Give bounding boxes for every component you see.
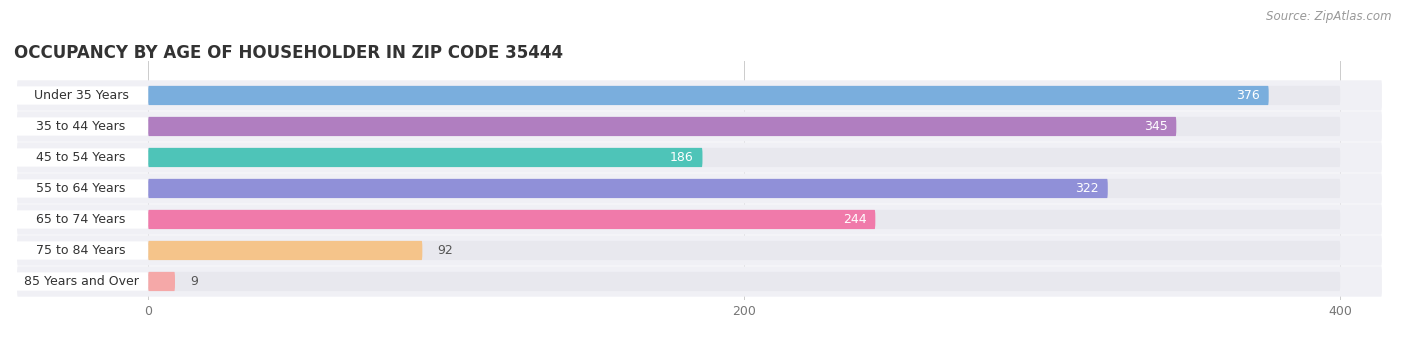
- FancyBboxPatch shape: [148, 210, 876, 229]
- FancyBboxPatch shape: [148, 179, 1340, 198]
- FancyBboxPatch shape: [14, 179, 148, 198]
- FancyBboxPatch shape: [17, 235, 1382, 266]
- Text: 85 Years and Over: 85 Years and Over: [24, 275, 139, 288]
- FancyBboxPatch shape: [148, 241, 422, 260]
- FancyBboxPatch shape: [17, 266, 1382, 297]
- Text: 322: 322: [1076, 182, 1099, 195]
- Text: 244: 244: [842, 213, 866, 226]
- FancyBboxPatch shape: [148, 272, 174, 291]
- FancyBboxPatch shape: [148, 148, 703, 167]
- Text: 186: 186: [669, 151, 693, 164]
- Text: Under 35 Years: Under 35 Years: [34, 89, 128, 102]
- FancyBboxPatch shape: [17, 173, 1382, 204]
- Text: Source: ZipAtlas.com: Source: ZipAtlas.com: [1267, 10, 1392, 23]
- Text: 55 to 64 Years: 55 to 64 Years: [37, 182, 125, 195]
- FancyBboxPatch shape: [14, 241, 148, 260]
- Text: 92: 92: [437, 244, 453, 257]
- Text: 9: 9: [190, 275, 198, 288]
- FancyBboxPatch shape: [148, 86, 1268, 105]
- FancyBboxPatch shape: [148, 148, 1340, 167]
- FancyBboxPatch shape: [17, 204, 1382, 235]
- FancyBboxPatch shape: [148, 86, 1340, 105]
- Text: 345: 345: [1143, 120, 1167, 133]
- FancyBboxPatch shape: [17, 80, 1382, 111]
- Text: 376: 376: [1236, 89, 1260, 102]
- FancyBboxPatch shape: [14, 117, 148, 136]
- Text: 75 to 84 Years: 75 to 84 Years: [37, 244, 127, 257]
- FancyBboxPatch shape: [148, 210, 1340, 229]
- Text: OCCUPANCY BY AGE OF HOUSEHOLDER IN ZIP CODE 35444: OCCUPANCY BY AGE OF HOUSEHOLDER IN ZIP C…: [14, 44, 564, 62]
- FancyBboxPatch shape: [148, 272, 1340, 291]
- FancyBboxPatch shape: [17, 111, 1382, 142]
- FancyBboxPatch shape: [148, 179, 1108, 198]
- FancyBboxPatch shape: [14, 148, 148, 167]
- FancyBboxPatch shape: [148, 117, 1340, 136]
- Text: 35 to 44 Years: 35 to 44 Years: [37, 120, 125, 133]
- FancyBboxPatch shape: [148, 241, 1340, 260]
- FancyBboxPatch shape: [17, 142, 1382, 173]
- FancyBboxPatch shape: [14, 210, 148, 228]
- Text: 45 to 54 Years: 45 to 54 Years: [37, 151, 125, 164]
- FancyBboxPatch shape: [14, 272, 148, 291]
- FancyBboxPatch shape: [14, 86, 148, 105]
- FancyBboxPatch shape: [148, 117, 1177, 136]
- Text: 65 to 74 Years: 65 to 74 Years: [37, 213, 125, 226]
